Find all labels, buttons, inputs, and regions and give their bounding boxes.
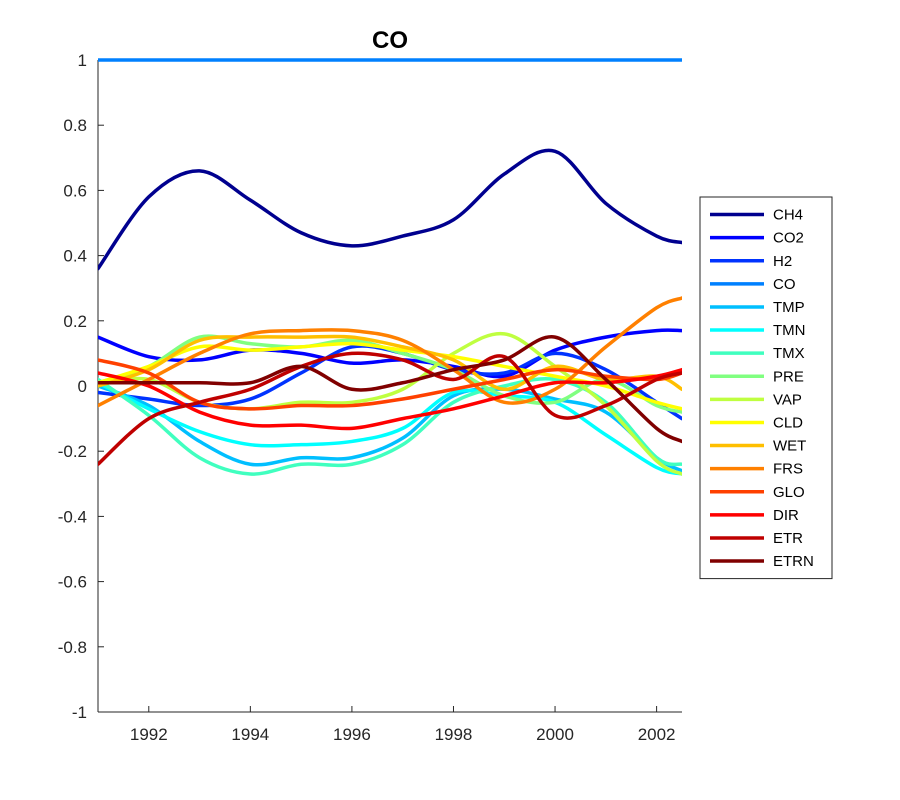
legend: CH4 CO2 H2 CO TMP TMN TMX PRE VAP CLD WET FRS GLO DIR… <box>699 196 833 580</box>
legend-box <box>699 196 833 580</box>
y-tick-label: -0.2 <box>58 442 87 461</box>
legend-label: CH4 <box>773 207 803 224</box>
y-tick-label: 0.2 <box>63 312 87 331</box>
series-line-etr <box>98 351 682 466</box>
legend-label: TMP <box>773 299 805 316</box>
series-line-tmp <box>98 384 682 473</box>
series-line-frs <box>98 296 682 408</box>
legend-label: GLO <box>773 484 805 501</box>
legend-label: ETR <box>773 530 803 547</box>
series-line-tmn <box>98 380 682 476</box>
x-tick-label: 1992 <box>130 725 168 744</box>
legend-label: PRE <box>773 368 804 385</box>
x-tick-label: 1998 <box>435 725 473 744</box>
y-tick-label: -0.6 <box>58 573 87 592</box>
legend-label: CO2 <box>773 230 804 247</box>
legend-label: VAP <box>773 391 802 408</box>
chart-title: CO <box>372 27 408 54</box>
legend-label: TMN <box>773 322 806 339</box>
series-line-tmx <box>98 377 682 476</box>
series-line-etrn <box>98 335 682 444</box>
y-tick-label: -0.4 <box>58 507 87 526</box>
y-tick-label: 1 <box>78 51 87 70</box>
axes: -1 -0.8 -0.6 -0.4 -0.2 0 0.2 0.4 0.6 0.8 1 1992 1994… <box>58 51 682 744</box>
legend-label: TMX <box>773 345 805 362</box>
x-tick-label: 2002 <box>638 725 676 744</box>
legend-label: H2 <box>773 253 792 270</box>
legend-label: CO <box>773 276 796 293</box>
series-line-ch4 <box>98 148 682 271</box>
y-tick-label: 0.6 <box>63 181 87 200</box>
legend-label: ETRN <box>773 553 814 570</box>
x-tick-label: 2000 <box>536 725 574 744</box>
series-line-dir <box>98 367 682 431</box>
y-tick-label: 0.4 <box>63 247 87 266</box>
legend-label: WET <box>773 438 806 455</box>
y-tick-label: 0.8 <box>63 116 87 135</box>
series-line-cld <box>98 341 682 411</box>
y-tick-label: -1 <box>72 703 87 722</box>
series-group <box>98 58 682 476</box>
legend-label: DIR <box>773 507 799 524</box>
y-tick-label: 0 <box>78 377 87 396</box>
legend-label: FRS <box>773 461 803 478</box>
y-tick-label: -0.8 <box>58 638 87 657</box>
x-tick-label: 1996 <box>333 725 371 744</box>
legend-label: CLD <box>773 414 803 431</box>
x-tick-label: 1994 <box>231 725 269 744</box>
